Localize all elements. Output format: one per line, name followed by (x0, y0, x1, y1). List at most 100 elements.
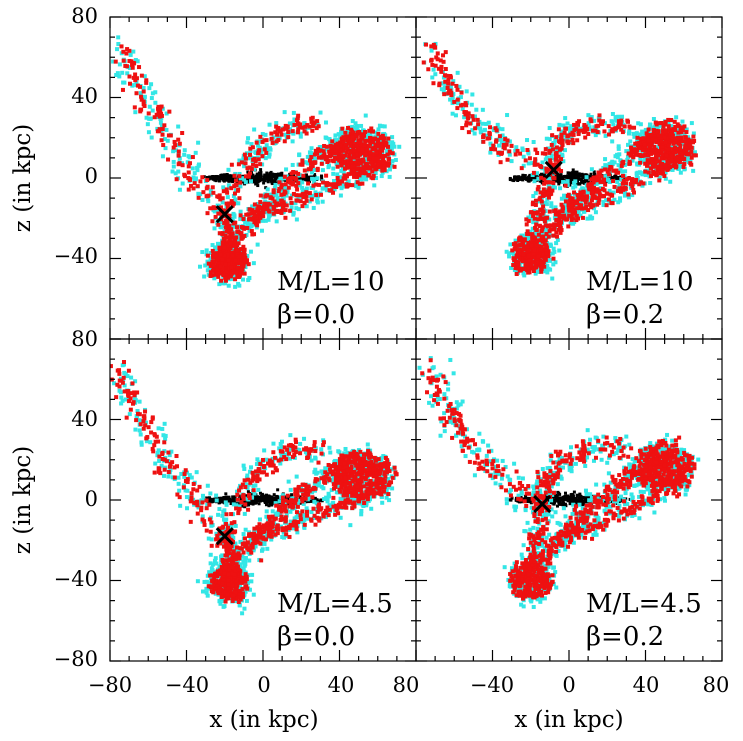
cyan-point (313, 157, 318, 162)
red-point (237, 254, 242, 259)
red-point (464, 123, 469, 128)
red-point (235, 188, 240, 193)
cyan-point (610, 139, 615, 144)
cyan-point (555, 237, 560, 242)
red-point (435, 51, 440, 56)
red-point (239, 225, 244, 230)
red-point (249, 229, 254, 234)
red-point (554, 150, 559, 155)
cyan-point (246, 278, 251, 283)
red-point (331, 159, 336, 164)
red-point (459, 90, 464, 95)
cyan-point (296, 207, 301, 212)
cyan-point (331, 166, 336, 171)
red-point (267, 209, 272, 214)
cyan-point (171, 164, 176, 169)
cyan-point (373, 130, 378, 135)
red-point (255, 207, 260, 212)
red-point (229, 265, 234, 270)
red-point (494, 128, 499, 133)
disk-point (580, 180, 584, 184)
red-point (316, 182, 321, 187)
cyan-point (297, 152, 302, 157)
red-point (344, 146, 349, 151)
cyan-point (551, 262, 556, 267)
cyan-point (634, 171, 639, 176)
red-point (297, 125, 302, 130)
cyan-point (302, 160, 307, 165)
red-point (171, 145, 176, 150)
red-point (284, 124, 289, 129)
cyan-point (243, 220, 248, 225)
red-point (370, 140, 375, 145)
disk-point (297, 176, 301, 180)
red-point (360, 181, 365, 186)
red-point (575, 138, 580, 143)
red-point (340, 126, 345, 131)
cyan-point (548, 267, 553, 272)
red-point (326, 158, 331, 163)
red-point (348, 143, 353, 148)
disk-point (263, 173, 267, 177)
cyan-point (601, 200, 606, 205)
disk-point (221, 178, 225, 182)
red-point (260, 211, 265, 216)
cyan-point (266, 214, 271, 219)
cyan-point (640, 183, 645, 188)
cyan-point (215, 208, 220, 213)
red-point (254, 215, 259, 220)
red-point (355, 166, 360, 171)
red-point (225, 246, 230, 251)
cyan-point (263, 199, 268, 204)
cyan-point (564, 205, 569, 210)
red-point (309, 197, 314, 202)
red-point (162, 123, 167, 128)
cyan-point (431, 67, 436, 72)
red-point (569, 214, 574, 219)
cyan-point (590, 215, 595, 220)
red-point (368, 150, 373, 155)
red-point (222, 245, 227, 250)
red-point (501, 143, 506, 148)
red-point (141, 89, 146, 94)
red-point (346, 137, 351, 142)
cyan-point (131, 49, 136, 54)
red-point (121, 58, 126, 63)
disk-point (242, 180, 246, 184)
cyan-point (578, 213, 583, 218)
cyan-point (478, 129, 483, 134)
red-point (505, 157, 510, 162)
red-point (381, 157, 386, 162)
red-point (177, 141, 182, 146)
red-point (290, 129, 295, 134)
red-point (584, 195, 589, 200)
cyan-point (486, 120, 491, 125)
red-point (429, 44, 434, 49)
red-point (283, 190, 288, 195)
cyan-point (678, 170, 683, 175)
red-point (332, 182, 337, 187)
cyan-point (547, 126, 552, 131)
cyan-point (569, 135, 574, 140)
red-point (601, 119, 606, 124)
red-point (200, 175, 205, 180)
red-point (132, 105, 137, 110)
disk-point (227, 176, 231, 180)
red-point (370, 169, 375, 174)
red-point (235, 265, 240, 270)
red-point (256, 219, 261, 224)
red-point (580, 128, 585, 133)
cyan-point (246, 136, 251, 141)
red-point (252, 209, 257, 214)
cyan-point (520, 146, 525, 151)
red-point (268, 195, 273, 200)
red-point (360, 157, 365, 162)
red-point (210, 219, 215, 224)
red-point (277, 180, 282, 185)
cyan-point (682, 132, 687, 137)
red-point (248, 152, 253, 157)
red-point (621, 173, 626, 178)
red-point (235, 229, 240, 234)
cyan-point (171, 159, 176, 164)
red-point (182, 172, 187, 177)
